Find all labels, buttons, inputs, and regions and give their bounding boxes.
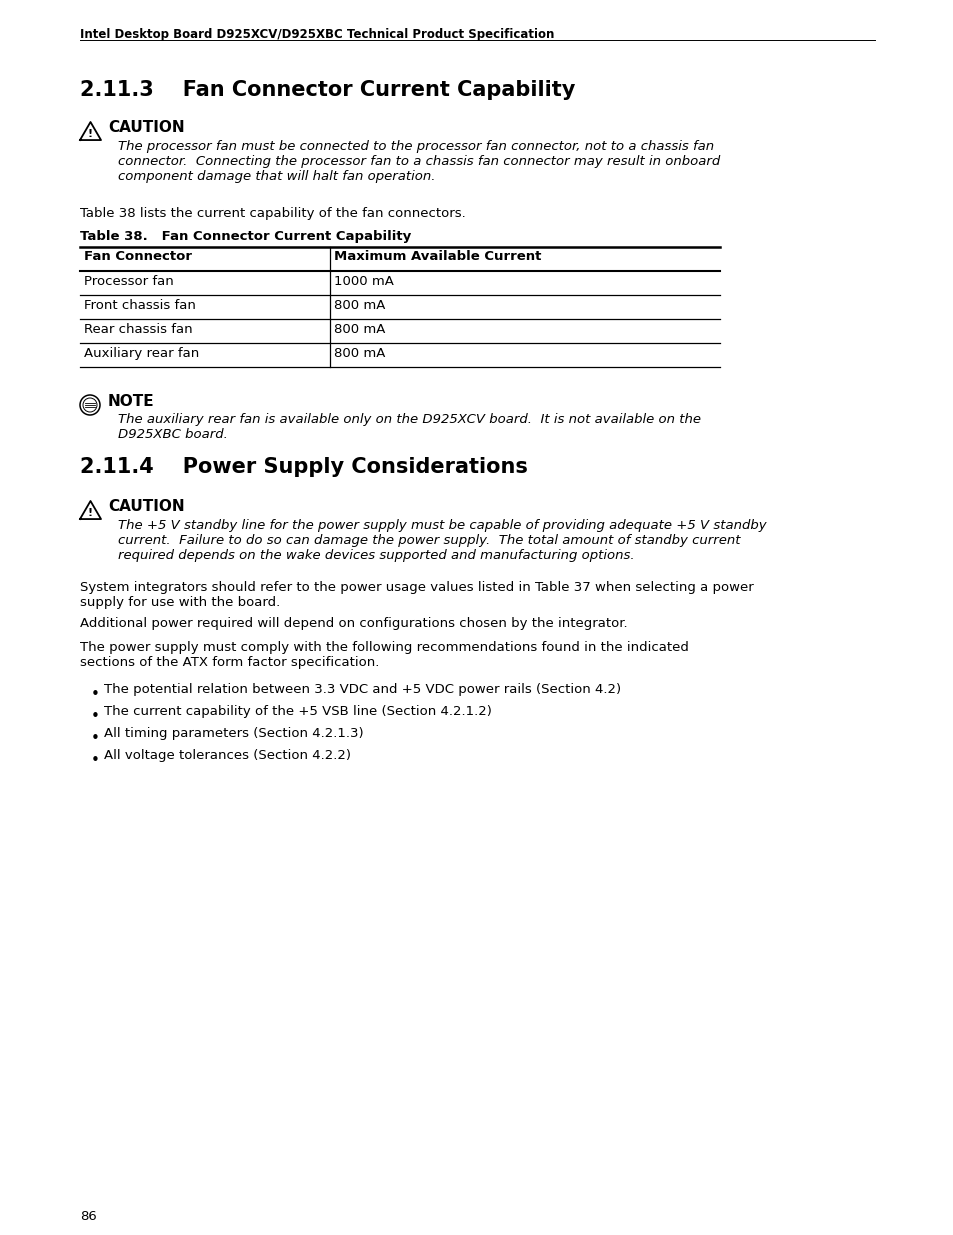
Text: CAUTION: CAUTION — [108, 120, 185, 135]
Text: Fan Connector: Fan Connector — [84, 249, 192, 263]
Text: Auxiliary rear fan: Auxiliary rear fan — [84, 347, 199, 359]
Text: The current capability of the +5 VSB line (Section 4.2.1.2): The current capability of the +5 VSB lin… — [104, 705, 492, 718]
Text: •: • — [91, 753, 99, 768]
Text: Maximum Available Current: Maximum Available Current — [334, 249, 540, 263]
Text: Table 38 lists the current capability of the fan connectors.: Table 38 lists the current capability of… — [80, 207, 465, 220]
Text: 2.11.4    Power Supply Considerations: 2.11.4 Power Supply Considerations — [80, 457, 527, 477]
Text: The processor fan must be connected to the processor fan connector, not to a cha: The processor fan must be connected to t… — [118, 140, 720, 183]
Text: !: ! — [88, 508, 93, 517]
Text: •: • — [91, 687, 99, 701]
Text: 86: 86 — [80, 1210, 96, 1223]
Text: All timing parameters (Section 4.2.1.3): All timing parameters (Section 4.2.1.3) — [104, 727, 363, 740]
Text: Processor fan: Processor fan — [84, 275, 173, 288]
Text: The auxiliary rear fan is available only on the D925XCV board.  It is not availa: The auxiliary rear fan is available only… — [118, 412, 700, 441]
Text: •: • — [91, 731, 99, 746]
Text: CAUTION: CAUTION — [108, 499, 185, 514]
Text: Rear chassis fan: Rear chassis fan — [84, 324, 193, 336]
Text: 2.11.3    Fan Connector Current Capability: 2.11.3 Fan Connector Current Capability — [80, 80, 575, 100]
Text: 800 mA: 800 mA — [334, 347, 385, 359]
Text: System integrators should refer to the power usage values listed in Table 37 whe: System integrators should refer to the p… — [80, 580, 753, 609]
Text: NOTE: NOTE — [108, 394, 154, 409]
Text: Additional power required will depend on configurations chosen by the integrator: Additional power required will depend on… — [80, 618, 627, 630]
Text: Intel Desktop Board D925XCV/D925XBC Technical Product Specification: Intel Desktop Board D925XCV/D925XBC Tech… — [80, 28, 554, 41]
Text: 800 mA: 800 mA — [334, 299, 385, 312]
Text: 1000 mA: 1000 mA — [334, 275, 394, 288]
Text: The potential relation between 3.3 VDC and +5 VDC power rails (Section 4.2): The potential relation between 3.3 VDC a… — [104, 683, 620, 697]
Text: !: ! — [88, 128, 93, 138]
Text: All voltage tolerances (Section 4.2.2): All voltage tolerances (Section 4.2.2) — [104, 748, 351, 762]
Text: 800 mA: 800 mA — [334, 324, 385, 336]
Text: The +5 V standby line for the power supply must be capable of providing adequate: The +5 V standby line for the power supp… — [118, 519, 766, 562]
Text: •: • — [91, 709, 99, 724]
Text: Table 38.   Fan Connector Current Capability: Table 38. Fan Connector Current Capabili… — [80, 230, 411, 243]
Text: Front chassis fan: Front chassis fan — [84, 299, 195, 312]
Text: The power supply must comply with the following recommendations found in the ind: The power supply must comply with the fo… — [80, 641, 688, 669]
